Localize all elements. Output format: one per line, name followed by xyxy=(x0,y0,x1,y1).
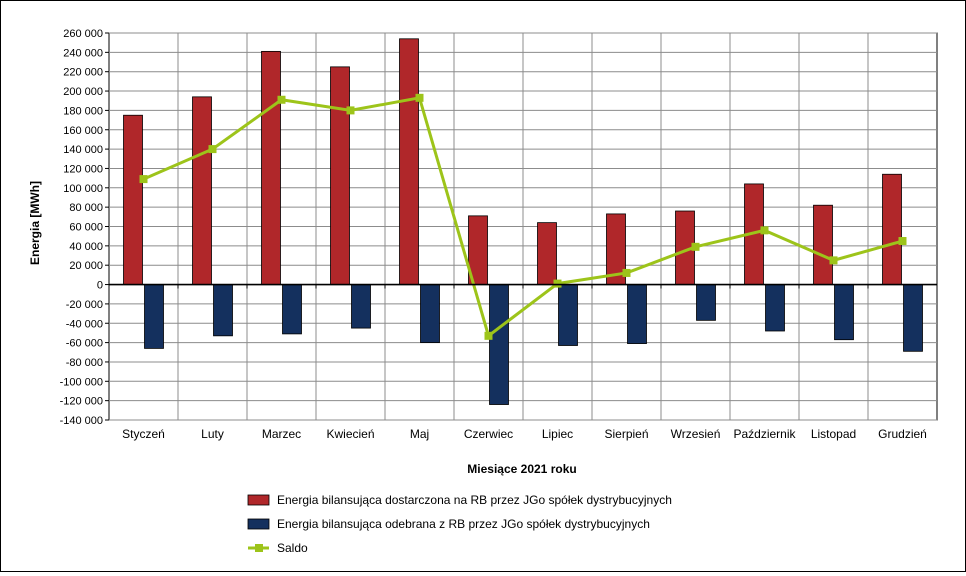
bar-received xyxy=(489,284,509,405)
x-tick-label: Październik xyxy=(733,427,796,441)
saldo-marker xyxy=(691,242,700,251)
x-tick-label: Grudzień xyxy=(878,427,927,441)
y-tick-label: 140 000 xyxy=(63,144,103,156)
x-axis-ticks: Styczeń Luty Marzec Kwiecień Maj Czerwiec Lipi… xyxy=(108,283,937,441)
y-tick-label: -120 000 xyxy=(60,396,103,408)
bar-delivered xyxy=(261,50,281,285)
y-tick-label: 60 000 xyxy=(69,222,103,234)
saldo-line-series xyxy=(139,93,907,340)
bar-received xyxy=(282,284,302,335)
bar-delivered xyxy=(882,173,902,285)
legend-marker-saldo xyxy=(255,544,263,552)
bar-received xyxy=(696,284,716,321)
gridlines xyxy=(108,32,938,421)
saldo-marker xyxy=(553,279,562,288)
bar-delivered xyxy=(330,66,350,285)
bar-received xyxy=(420,284,440,343)
x-axis-label: Miesiące 2021 roku xyxy=(467,462,576,476)
bar-received xyxy=(558,284,578,346)
saldo-line xyxy=(142,96,903,339)
y-tick-label: 20 000 xyxy=(69,260,103,272)
y-tick-label: 80 000 xyxy=(69,202,103,214)
saldo-marker xyxy=(898,237,907,246)
y-tick-label: -80 000 xyxy=(66,357,103,369)
y-tick-label: 0 xyxy=(97,280,103,292)
saldo-marker xyxy=(139,175,148,184)
legend-label-delivered: Energia bilansująca dostarczona na RB pr… xyxy=(277,493,672,507)
bar-received xyxy=(144,284,164,349)
x-tick-label: Czerwiec xyxy=(464,427,513,441)
bar-received xyxy=(213,284,233,337)
x-tick-label: Maj xyxy=(410,427,429,441)
y-tick-label: -100 000 xyxy=(60,376,103,388)
saldo-marker xyxy=(484,331,493,340)
bar-received xyxy=(351,284,371,329)
bar-delivered xyxy=(537,222,557,285)
y-tick-label: -60 000 xyxy=(66,338,103,350)
x-tick-label: Listopad xyxy=(811,427,856,441)
saldo-marker xyxy=(760,226,769,235)
x-tick-label: Lipiec xyxy=(542,427,573,441)
x-tick-label: Luty xyxy=(201,427,224,441)
y-tick-label: 120 000 xyxy=(63,163,103,175)
bar-delivered xyxy=(399,38,419,285)
bar-received xyxy=(903,284,923,352)
x-tick-label: Styczeń xyxy=(122,427,165,441)
y-tick-label: 40 000 xyxy=(69,241,103,253)
legend-swatch-delivered xyxy=(247,494,270,506)
bar-received xyxy=(765,284,785,332)
legend-label-received: Energia bilansująca odebrana z RB przez … xyxy=(277,517,650,531)
legend: Energia bilansująca dostarczona na RB pr… xyxy=(247,493,672,555)
x-tick-label: Sierpień xyxy=(604,427,648,441)
legend-swatch-received xyxy=(247,518,270,530)
y-tick-label: 240 000 xyxy=(63,47,103,59)
saldo-marker xyxy=(277,95,286,104)
y-axis-ticks: 260 000 240 000 220 000 200 000 180 000 160 0… xyxy=(60,28,109,427)
legend-label-saldo: Saldo xyxy=(277,541,308,555)
y-tick-label: 200 000 xyxy=(63,86,103,98)
bar-delivered xyxy=(123,114,143,285)
saldo-marker xyxy=(346,106,355,115)
y-axis-label: Energia [MWh] xyxy=(28,181,42,265)
y-tick-label: -140 000 xyxy=(60,415,103,427)
saldo-marker xyxy=(829,256,838,265)
saldo-marker xyxy=(622,268,631,277)
y-tick-label: 180 000 xyxy=(63,105,103,117)
x-tick-label: Wrzesień xyxy=(671,427,721,441)
y-tick-label: 260 000 xyxy=(63,28,103,40)
x-tick-label: Marzec xyxy=(262,427,301,441)
x-tick-label: Kwiecień xyxy=(326,427,374,441)
y-tick-label: 100 000 xyxy=(63,183,103,195)
y-tick-label: 220 000 xyxy=(63,67,103,79)
y-tick-label: -20 000 xyxy=(66,299,103,311)
bar-delivered xyxy=(192,96,212,285)
y-tick-label: -40 000 xyxy=(66,318,103,330)
saldo-marker xyxy=(208,145,217,154)
saldo-marker xyxy=(415,93,424,102)
bar-received xyxy=(834,284,854,341)
y-tick-label: 160 000 xyxy=(63,125,103,137)
bar-delivered xyxy=(813,204,833,285)
bar-received xyxy=(627,284,647,344)
